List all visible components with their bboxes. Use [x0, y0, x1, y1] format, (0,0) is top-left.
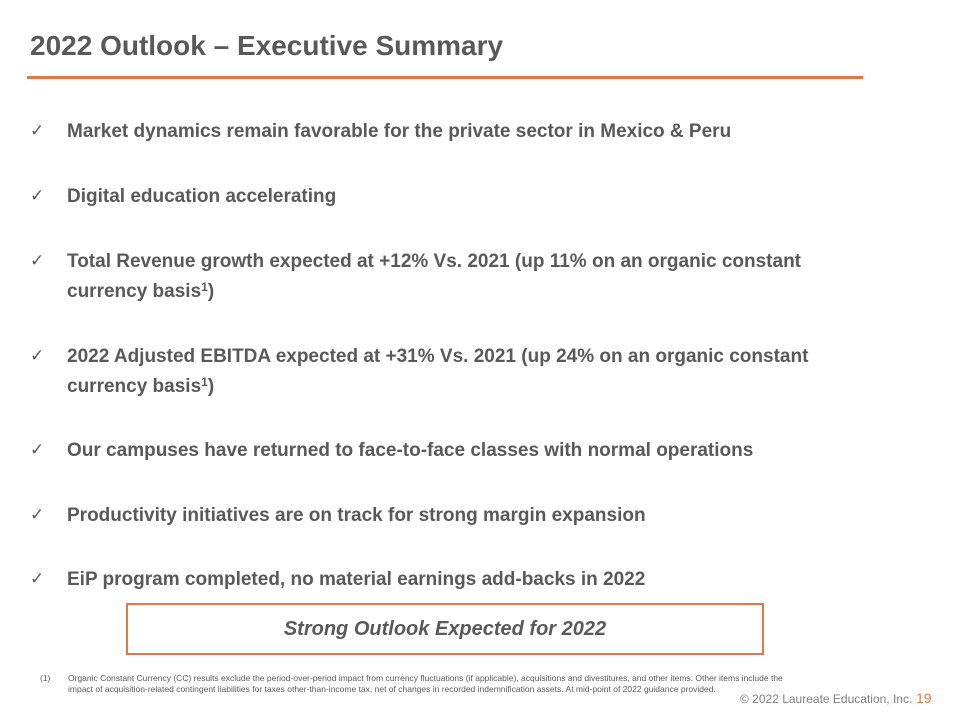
outlook-callout-box: Strong Outlook Expected for 2022 [126, 603, 764, 655]
bullet-text: 2022 Adjusted EBITDA expected at +31% Vs… [67, 346, 809, 397]
bullet-text: Total Revenue growth expected at +12% Vs… [67, 251, 801, 302]
checkmark-icon: ✓ [30, 186, 45, 206]
title-underline [27, 76, 863, 79]
bullet-text: Productivity initiatives are on track fo… [67, 505, 646, 526]
checkmark-icon: ✓ [30, 505, 45, 525]
checkmark-icon: ✓ [30, 251, 45, 271]
footnote-text: Organic Constant Currency (CC) results e… [68, 673, 783, 694]
checkmark-icon: ✓ [30, 346, 45, 366]
bullet-text: Our campuses have returned to face-to-fa… [67, 440, 754, 461]
bullet-text: Digital education accelerating [67, 186, 337, 207]
checkmark-icon: ✓ [30, 569, 45, 589]
bullet-text: Market dynamics remain favorable for the… [67, 121, 732, 142]
bullet-text: EiP program completed, no material earni… [67, 569, 646, 590]
slide-title: 2022 Outlook – Executive Summary [30, 30, 504, 61]
copyright-notice: © 2022 Laureate Education, Inc. [740, 692, 913, 706]
checkmark-icon: ✓ [30, 440, 45, 460]
checkmark-icon: ✓ [30, 121, 45, 141]
footnote-marker: (1) [40, 673, 51, 683]
page-number: 19 [916, 690, 932, 706]
